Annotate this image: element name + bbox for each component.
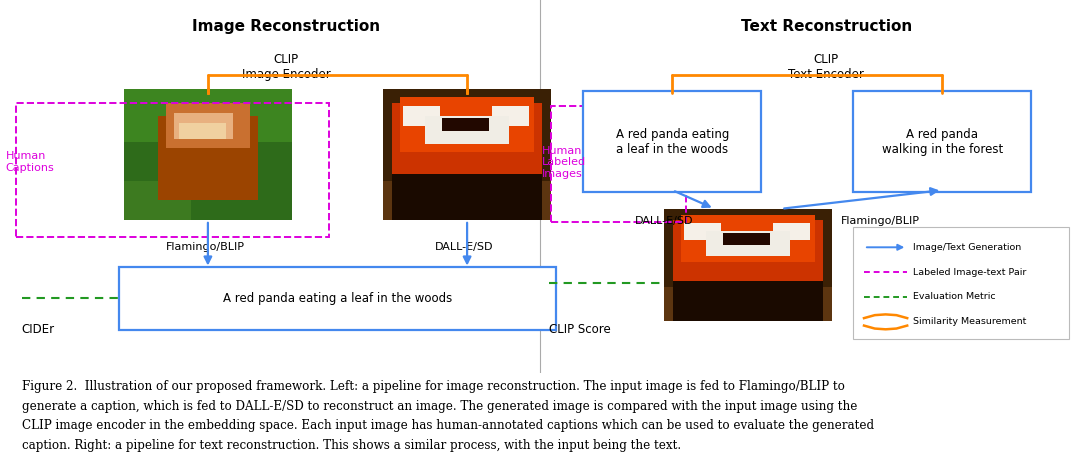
Bar	[426, 116, 509, 144]
Bar	[124, 181, 191, 220]
FancyBboxPatch shape	[853, 91, 1031, 192]
Text: A red panda eating a leaf in the woods: A red panda eating a leaf in the woods	[222, 292, 453, 305]
Bar	[673, 220, 823, 281]
Bar	[175, 113, 233, 139]
Bar	[673, 270, 823, 321]
Text: A red panda eating
a leaf in the woods: A red panda eating a leaf in the woods	[616, 128, 729, 156]
Bar	[383, 89, 551, 220]
Bar	[166, 103, 249, 148]
Bar	[680, 215, 814, 262]
Text: caption. Right: a pipeline for text reconstruction. This shows a similar process: caption. Right: a pipeline for text reco…	[22, 439, 680, 452]
Text: Labeled Image-text Pair: Labeled Image-text Pair	[913, 267, 1026, 277]
Text: Evaluation Metric: Evaluation Metric	[913, 293, 996, 302]
Text: Flamingo/BLIP: Flamingo/BLIP	[840, 216, 920, 226]
Bar	[400, 97, 534, 152]
FancyBboxPatch shape	[583, 91, 761, 192]
Bar	[853, 227, 1069, 339]
Text: CLIP
Text Encoder: CLIP Text Encoder	[788, 53, 864, 81]
Text: Image/Text Generation: Image/Text Generation	[913, 243, 1021, 252]
FancyBboxPatch shape	[119, 267, 556, 330]
Text: DALL-E/SD: DALL-E/SD	[435, 242, 494, 252]
Bar	[664, 287, 832, 321]
Text: Figure 2.  Illustration of our proposed framework. Left: a pipeline for image re: Figure 2. Illustration of our proposed f…	[22, 380, 845, 393]
Text: Image Reconstruction: Image Reconstruction	[192, 19, 380, 34]
Bar	[492, 106, 529, 126]
Bar	[723, 233, 770, 245]
Bar	[124, 89, 292, 142]
Text: generate a caption, which is fed to DALL-E/SD to reconstruct an image. The gener: generate a caption, which is fed to DALL…	[22, 400, 856, 413]
Text: CLIP Score: CLIP Score	[549, 323, 610, 336]
Bar	[392, 103, 542, 174]
Text: A red panda
walking in the forest: A red panda walking in the forest	[881, 128, 1003, 156]
Bar	[773, 223, 810, 240]
Bar	[392, 161, 542, 220]
Text: Human
Labeled
Images: Human Labeled Images	[542, 145, 586, 179]
Bar	[179, 123, 227, 139]
Text: CLIP image encoder in the embedding space. Each input image has human-annotated : CLIP image encoder in the embedding spac…	[22, 419, 874, 432]
Text: Text Reconstruction: Text Reconstruction	[741, 19, 912, 34]
Bar	[404, 106, 441, 126]
Bar	[685, 223, 721, 240]
Bar	[706, 231, 789, 256]
Text: DALL-E/SD: DALL-E/SD	[635, 216, 693, 226]
Text: Human
Captions: Human Captions	[5, 151, 54, 173]
Bar	[664, 209, 832, 321]
Text: CLIP
Image Encoder: CLIP Image Encoder	[242, 53, 330, 81]
Bar	[158, 116, 258, 200]
Text: Similarity Measurement: Similarity Measurement	[913, 317, 1026, 326]
Text: CIDEr: CIDEr	[22, 323, 55, 336]
Bar	[383, 181, 551, 220]
Text: Flamingo/BLIP: Flamingo/BLIP	[165, 242, 245, 252]
Bar	[442, 118, 489, 131]
Bar	[124, 89, 292, 220]
